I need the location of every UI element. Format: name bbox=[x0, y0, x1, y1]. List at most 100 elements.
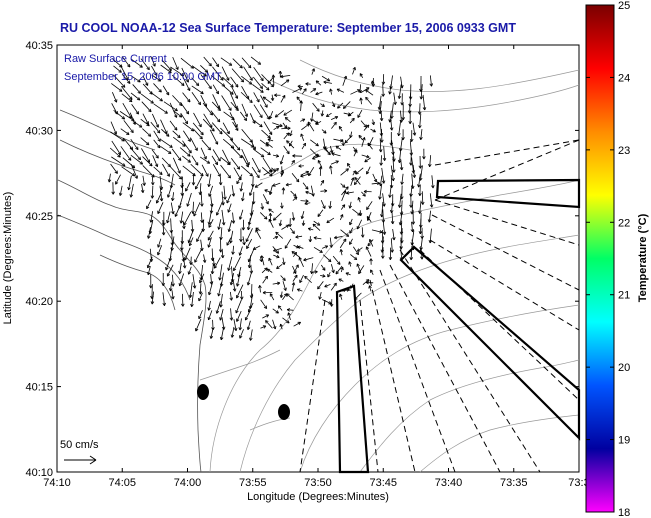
current-vector bbox=[280, 202, 284, 209]
current-vector bbox=[161, 273, 166, 286]
current-vector bbox=[418, 113, 422, 129]
current-vector bbox=[282, 257, 286, 265]
current-vector bbox=[183, 130, 191, 142]
current-vector bbox=[330, 160, 339, 165]
current-vector bbox=[312, 223, 321, 231]
current-vector bbox=[352, 66, 356, 75]
current-vector bbox=[367, 142, 373, 150]
current-vector bbox=[151, 65, 158, 76]
current-vector bbox=[153, 130, 161, 142]
current-vector bbox=[245, 228, 253, 242]
current-vector bbox=[264, 189, 273, 194]
current-vector bbox=[212, 84, 219, 95]
current-vector bbox=[297, 84, 304, 89]
current-vector bbox=[131, 104, 139, 115]
current-vector bbox=[140, 58, 150, 71]
current-vector bbox=[338, 278, 344, 282]
coastline bbox=[57, 109, 207, 473]
current-vector bbox=[382, 221, 387, 235]
current-vector bbox=[241, 165, 253, 177]
current-vector bbox=[244, 310, 251, 321]
current-vector bbox=[203, 56, 212, 67]
current-vector bbox=[401, 104, 405, 121]
current-vector bbox=[340, 266, 344, 273]
current-vector bbox=[182, 155, 191, 163]
current-vector bbox=[272, 319, 277, 330]
current-vector bbox=[171, 148, 182, 161]
current-vector bbox=[242, 236, 246, 246]
colorbar-tick-label: 23 bbox=[618, 145, 630, 157]
current-vector bbox=[199, 156, 211, 164]
current-vector bbox=[142, 75, 149, 86]
current-vector bbox=[110, 163, 118, 174]
current-vector bbox=[223, 185, 227, 200]
current-vector bbox=[250, 139, 256, 150]
current-vector bbox=[211, 101, 221, 111]
current-vector bbox=[359, 97, 363, 105]
y-axis-ticks: 40:35 40:30 40:25 40:20 40:15 40:10 bbox=[25, 40, 579, 479]
current-vector bbox=[220, 57, 233, 66]
current-vector bbox=[193, 202, 201, 217]
current-vector bbox=[429, 193, 434, 208]
current-vector bbox=[109, 147, 121, 158]
current-vector bbox=[200, 212, 204, 223]
current-vector bbox=[313, 236, 322, 240]
x-tick-label: 74:00 bbox=[174, 477, 202, 489]
current-vector bbox=[419, 129, 423, 140]
current-vector bbox=[181, 74, 191, 92]
current-vector bbox=[322, 254, 332, 263]
current-vector bbox=[198, 310, 203, 320]
current-vector bbox=[130, 154, 144, 165]
current-vector bbox=[330, 115, 339, 120]
current-vector bbox=[300, 133, 305, 142]
current-vector bbox=[192, 274, 197, 289]
current-vector bbox=[111, 140, 122, 155]
current-vector bbox=[190, 137, 198, 151]
current-vector bbox=[320, 179, 325, 186]
current-vector bbox=[354, 177, 361, 185]
current-vector bbox=[172, 56, 179, 70]
current-vector bbox=[304, 201, 311, 206]
current-vector bbox=[318, 166, 323, 176]
current-vector bbox=[221, 66, 230, 81]
current-vector bbox=[150, 91, 163, 102]
current-vector bbox=[300, 118, 306, 122]
current-vector bbox=[370, 269, 374, 275]
current-vector bbox=[121, 166, 136, 177]
current-vector bbox=[171, 192, 175, 202]
current-vector bbox=[166, 184, 173, 198]
current-vector bbox=[166, 211, 171, 224]
current-vector bbox=[280, 74, 291, 79]
current-vector bbox=[388, 84, 392, 95]
current-vector bbox=[262, 194, 269, 205]
current-vector bbox=[317, 281, 324, 290]
current-vector bbox=[293, 321, 301, 327]
current-vector bbox=[261, 74, 274, 88]
current-vector bbox=[160, 139, 173, 148]
current-vector bbox=[212, 164, 221, 177]
current-vector bbox=[231, 185, 236, 197]
current-vector bbox=[157, 245, 163, 256]
current-vector bbox=[252, 84, 264, 93]
current-vector bbox=[215, 301, 221, 314]
current-vector bbox=[231, 212, 236, 224]
current-vector bbox=[267, 138, 274, 142]
current-vector bbox=[279, 155, 285, 165]
current-vector bbox=[347, 111, 354, 117]
current-vector bbox=[427, 210, 432, 223]
scale-arrow bbox=[64, 455, 97, 465]
x-axis-ticks: 74:10 74:05 74:00 73:55 73:50 73:45 73:40 73:35… bbox=[43, 45, 590, 489]
current-vector bbox=[262, 275, 268, 284]
current-vector bbox=[211, 155, 219, 166]
current-vector bbox=[302, 182, 309, 190]
current-vector bbox=[419, 84, 424, 100]
current-vector bbox=[142, 175, 146, 186]
current-vector bbox=[356, 219, 362, 230]
current-vector bbox=[115, 174, 121, 185]
current-vector bbox=[408, 110, 412, 125]
current-vector bbox=[278, 219, 283, 227]
current-vector bbox=[274, 93, 281, 97]
x-tick-label: 73:50 bbox=[304, 477, 332, 489]
current-vector bbox=[190, 291, 194, 308]
